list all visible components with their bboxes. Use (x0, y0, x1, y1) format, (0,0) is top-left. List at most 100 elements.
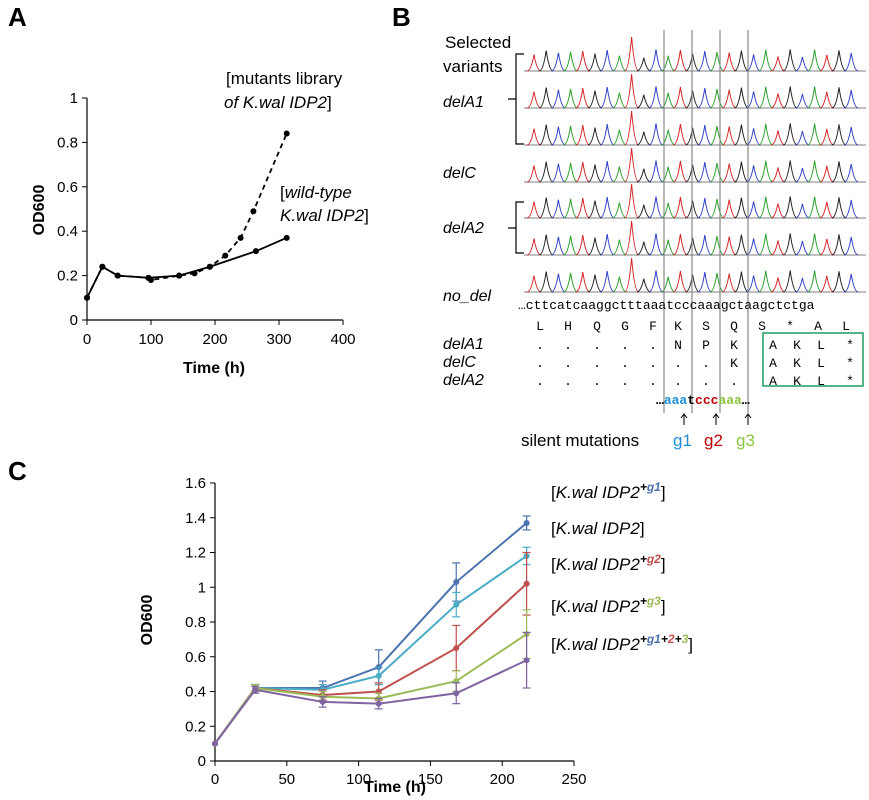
panel-a-chart: OD600 Time (h) 0 100 200 300 400 0 0.2 0.4 0.6 0.… (31, 69, 369, 377)
panel-c-point (453, 690, 460, 697)
panel-c-legend-entry: [K.wal IDP2+g1] (551, 480, 666, 502)
panel-c-point (523, 519, 530, 526)
trace-peak-t (624, 183, 639, 219)
panel-a-y-tick-label: 0.6 (57, 179, 78, 196)
alignment-cell: . (674, 374, 682, 389)
trace-peak-c (600, 123, 615, 146)
panel-c-y-tick-label: 0.2 (185, 718, 206, 735)
trace-peak-c (648, 270, 664, 293)
alignment-cell: . (593, 374, 601, 389)
alignment-cell: A (769, 356, 777, 371)
trace-peak-g (734, 161, 749, 183)
trace-peak-a (758, 49, 773, 72)
alignment-cell: . (536, 374, 544, 389)
trace-peak-t (819, 238, 834, 256)
trace-peak-c (648, 160, 664, 183)
trace-peak-c (551, 236, 566, 256)
trace-peak-a (563, 235, 578, 256)
trace-peak-c (844, 199, 859, 219)
trace-peak-g (539, 234, 554, 256)
panel-c-series-line (214, 583, 528, 745)
trace-peak-g (587, 274, 603, 293)
aa-ref-cell: Q (593, 319, 601, 334)
panel-c-series (212, 515, 531, 747)
trace-peak-a (612, 55, 627, 72)
codon-ellipsis-left: … (656, 393, 664, 408)
trace-peak-t (673, 49, 688, 72)
trace-peak-a (709, 88, 725, 109)
panel-c-y-tick-label: 1.4 (185, 510, 206, 527)
mutants-library-point (250, 208, 257, 215)
trace-peak-a (758, 160, 773, 183)
trace-peak-g (831, 124, 847, 146)
trace-peak-g (734, 271, 749, 293)
trace-peak-a (807, 270, 822, 293)
trace-peak-c (795, 130, 810, 146)
frameshift-box (762, 332, 864, 387)
trace-peak-t (673, 196, 688, 219)
trace-peak-c (746, 201, 761, 219)
trace-peak-c (844, 236, 859, 256)
panel-c-point (453, 645, 460, 652)
trace-peak-c (844, 163, 859, 183)
trace-peak-g (831, 161, 847, 183)
alignment-cell: . (621, 338, 629, 353)
trace-peak-t (722, 89, 737, 109)
panel-label-b: B (392, 2, 411, 32)
trace-peak-g (539, 271, 554, 293)
trace-peak-g (783, 270, 798, 293)
trace-peak-c (746, 128, 761, 146)
trace-peak-g (636, 168, 651, 183)
trace-peak-g (783, 196, 798, 219)
alignment-cell: N (674, 338, 682, 353)
trace-peak-t (819, 54, 834, 72)
trace-peak-a (661, 92, 676, 109)
selected-variants-line2: variants (443, 57, 503, 76)
wild-type-annotation: [wild-type K.wal IDP2] (280, 183, 369, 225)
mutants-library-line2: of K.wal IDP2] (224, 93, 332, 112)
trace-peak-a (563, 272, 578, 293)
trace-peak-c (551, 89, 566, 109)
trace-peak-t (819, 128, 834, 146)
trace-peak-a (709, 235, 725, 256)
trace-peak-g (734, 124, 749, 146)
trace-peak-t (575, 125, 590, 146)
trace-peak-g (734, 197, 749, 219)
dela1-bracket (508, 53, 524, 145)
panel-b-sequencing: Selected variants delA1 delC delA2 no_de… (443, 30, 866, 450)
panel-c-legend: [K.wal IDP2+g1] [K.wal IDP2] [K.wal IDP2+g… (551, 480, 693, 654)
trace-peak-a (612, 276, 627, 293)
wild-type-line (86, 237, 288, 299)
panel-a-y-axis-label: OD600 (31, 185, 48, 236)
alignment-rows: ..... N P K A K L *....... K A K L *........ A K L * (536, 338, 854, 389)
trace-peak-g (734, 50, 749, 72)
trace-peak-g (587, 200, 603, 219)
trace-peak-c (746, 54, 761, 72)
trace-peak-g (783, 86, 798, 109)
panel-a-y-tick-label: 0.8 (57, 134, 78, 151)
trace-peak-t (526, 201, 542, 219)
panel-c-y-tick-label: 0.8 (185, 614, 206, 631)
trace-peak-a (661, 166, 676, 183)
trace-peak-g (831, 234, 847, 256)
trace-peak-c (600, 160, 615, 183)
trace-peak-c (648, 123, 664, 146)
panel-label-c: C (8, 456, 27, 486)
alignment-cell: A (769, 338, 777, 353)
aa-ref-cell: Q (730, 319, 738, 334)
alignment-cell: . (564, 338, 572, 353)
variant-label-dela1: delA1 (443, 94, 484, 111)
group-g2-label: g2 (704, 431, 723, 450)
panel-c-point (319, 698, 326, 705)
trace-peak-a (612, 129, 627, 146)
mutants-library-line1: [mutants library (226, 69, 343, 88)
trace-peak-c (600, 49, 615, 72)
aa-ref-cell: F (649, 319, 657, 334)
alignment-cell: . (536, 356, 544, 371)
trace-peak-a (612, 92, 627, 109)
alignment-cell: K (730, 338, 738, 353)
mutated-codons: …aaatcccaaa… (656, 393, 750, 408)
panel-c-series-line (214, 522, 528, 745)
trace-peak-t (575, 88, 590, 109)
trace-peak-t (722, 163, 737, 183)
